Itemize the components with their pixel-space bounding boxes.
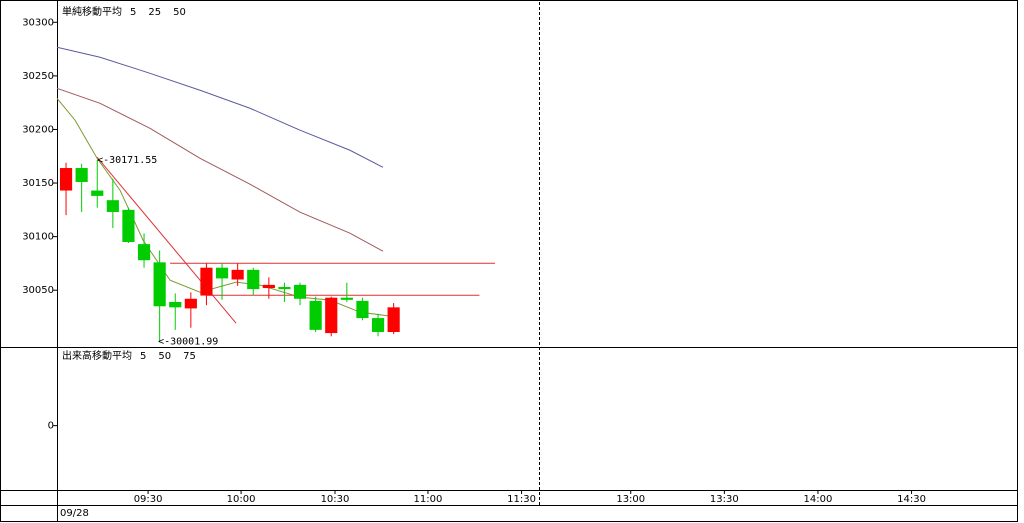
- candle-body: [262, 284, 275, 289]
- y-tick-label: 0: [48, 421, 54, 432]
- candle-body: [356, 300, 369, 319]
- drawn-line: [96, 156, 237, 324]
- candle-body: [91, 190, 104, 196]
- candle-body: [137, 244, 151, 261]
- x-tick-label: 10:30: [321, 494, 350, 505]
- candle-body: [153, 262, 166, 307]
- legend-entry: 25: [148, 7, 161, 18]
- x-tick-label: 14:30: [897, 494, 926, 505]
- y-tick-label: 30200: [22, 124, 54, 135]
- candle-body: [184, 298, 197, 309]
- candle-body: [309, 300, 322, 330]
- legend-entry: 50: [173, 7, 186, 18]
- candle-body: [387, 307, 400, 332]
- x-tick-label: 13:30: [710, 494, 739, 505]
- x-tick-label: 13:00: [616, 494, 645, 505]
- candle-body: [371, 318, 385, 332]
- candle-body: [325, 297, 338, 334]
- x-tick-label: 11:00: [414, 494, 443, 505]
- legend-entry: 5: [140, 351, 146, 362]
- x-tick-label: 09:30: [134, 494, 163, 505]
- legend-entry: 50: [158, 351, 171, 362]
- price-annotation: <-30171.55: [97, 155, 157, 166]
- date-label: 09/28: [60, 508, 89, 519]
- legend-entry: 75: [183, 351, 196, 362]
- x-tick-label: 11:30: [507, 494, 536, 505]
- y-tick-label: 30050: [22, 285, 54, 296]
- candle-body: [122, 209, 135, 242]
- candle-body: [215, 267, 229, 279]
- candle-body: [169, 301, 182, 308]
- y-tick-label: 30100: [22, 232, 54, 243]
- price-annotation: <-30001.99: [158, 337, 218, 348]
- y-tick-label: 30150: [22, 178, 54, 189]
- candle-body: [278, 286, 291, 290]
- candle-body: [75, 168, 88, 182]
- x-tick-label: 10:00: [227, 494, 256, 505]
- candle-body: [247, 269, 260, 290]
- candle-body: [231, 269, 244, 280]
- y-tick-label: 30300: [22, 17, 54, 28]
- candle-body: [106, 200, 119, 212]
- legend-title: 出来高移動平均: [62, 349, 132, 362]
- candle-body: [340, 297, 353, 300]
- candle-body: [59, 168, 73, 191]
- moving-average-line: [56, 46, 384, 168]
- x-tick-label: 14:00: [804, 494, 833, 505]
- legend-title: 単純移動平均: [62, 5, 122, 18]
- candle-body: [200, 267, 213, 296]
- moving-average-line: [56, 87, 384, 252]
- candle-body: [293, 284, 307, 299]
- y-tick-label: 30250: [22, 71, 54, 82]
- legend-entry: 5: [130, 7, 136, 18]
